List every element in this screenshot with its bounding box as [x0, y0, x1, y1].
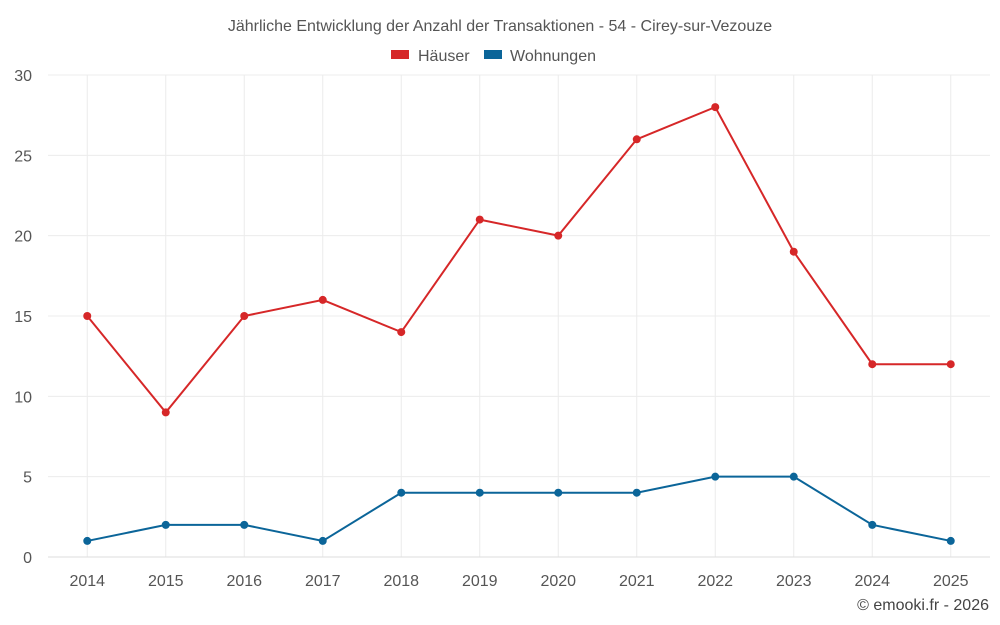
y-tick-label: 25: [14, 148, 32, 165]
data-point[interactable]: [161, 520, 170, 529]
data-point[interactable]: [475, 215, 484, 224]
data-point[interactable]: [789, 472, 798, 481]
y-tick-label: 5: [23, 470, 32, 487]
x-tick-label: 2021: [619, 573, 655, 590]
y-tick-label: 30: [14, 68, 32, 85]
legend-label-wohnungen: Wohnungen: [510, 48, 596, 65]
data-point[interactable]: [318, 536, 327, 545]
x-tick-label: 2018: [383, 573, 419, 590]
data-point[interactable]: [318, 295, 327, 304]
y-tick-label: 20: [14, 229, 32, 246]
legend-item-wohnungen[interactable]: Wohnungen: [484, 48, 596, 65]
data-point[interactable]: [240, 312, 249, 320]
data-point[interactable]: [554, 231, 563, 240]
data-point[interactable]: [240, 520, 249, 529]
data-point[interactable]: [711, 103, 720, 112]
legend-label-haeuser: Häuser: [418, 48, 470, 65]
data-point[interactable]: [397, 328, 406, 337]
chart-title: Jährliche Entwicklung der Anzahl der Tra…: [228, 18, 772, 35]
data-point[interactable]: [83, 536, 92, 545]
y-tick-labels: 0 5 10 15 20 25 30: [14, 68, 32, 567]
credit-text: © emooki.fr - 2026: [857, 597, 989, 614]
series-line: [86, 105, 951, 414]
data-point[interactable]: [475, 488, 484, 497]
x-tick-label: 2024: [854, 573, 890, 590]
legend-swatch-wohnungen: [484, 50, 502, 59]
legend: Häuser Wohnungen: [391, 48, 596, 65]
data-point[interactable]: [83, 312, 92, 320]
data-point[interactable]: [632, 135, 641, 144]
series-line: [87, 475, 951, 542]
data-point[interactable]: [161, 408, 170, 417]
data-point[interactable]: [632, 488, 641, 497]
x-tick-label: 2014: [69, 573, 105, 590]
series-0: [83, 103, 955, 417]
series-1: [83, 472, 955, 545]
x-tick-label: 2023: [776, 573, 812, 590]
x-tick-label: 2019: [462, 573, 498, 590]
x-tick-label: 2020: [540, 573, 576, 590]
data-point[interactable]: [946, 360, 955, 369]
x-tick-label: 2017: [305, 573, 341, 590]
data-point[interactable]: [554, 488, 563, 497]
x-tick-label: 2022: [697, 573, 733, 590]
data-point[interactable]: [868, 360, 877, 369]
y-tick-label: 0: [23, 550, 32, 567]
x-tick-label: 2016: [226, 573, 262, 590]
data-point[interactable]: [946, 536, 955, 545]
legend-swatch-haeuser: [391, 50, 409, 59]
grid: [48, 74, 990, 557]
legend-item-haeuser[interactable]: Häuser: [391, 48, 470, 65]
x-tick-labels: 2014 2015 2016 2017 2018 2019 2020 2021 2022 2023…: [69, 573, 968, 590]
data-point[interactable]: [789, 247, 798, 256]
series: [83, 103, 955, 545]
y-tick-label: 15: [14, 309, 32, 326]
data-point[interactable]: [397, 488, 406, 497]
x-tick-label: 2015: [148, 573, 184, 590]
y-tick-label: 10: [14, 389, 32, 406]
data-point[interactable]: [711, 472, 720, 481]
x-tick-label: 2025: [933, 573, 969, 590]
data-point[interactable]: [868, 520, 877, 529]
